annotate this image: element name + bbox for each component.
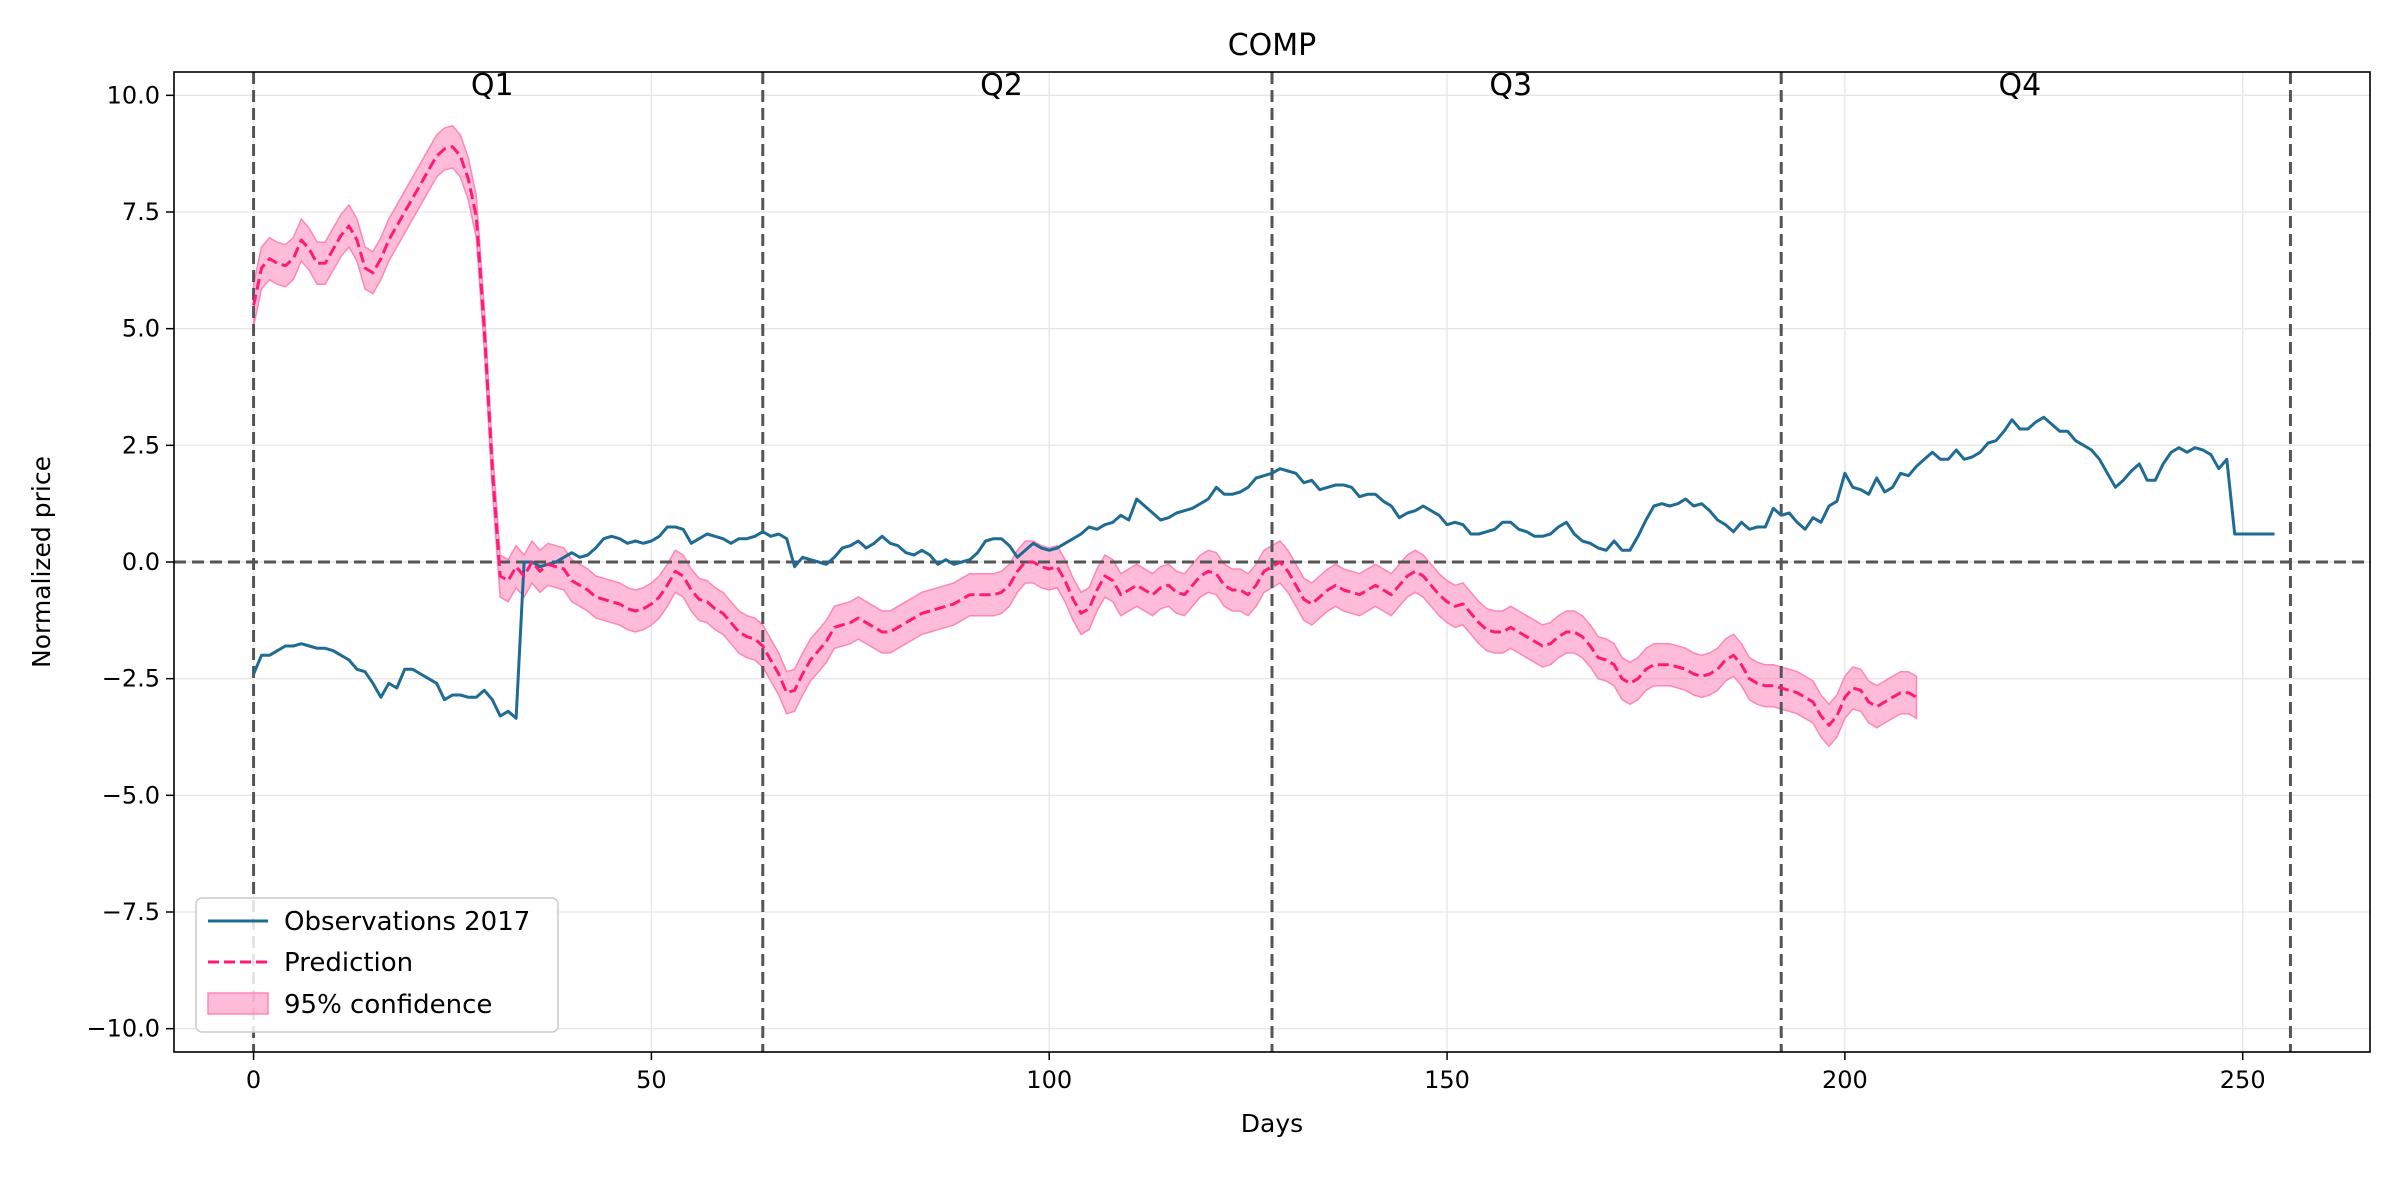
y-tick-label: 5.0	[122, 315, 160, 343]
x-tick-label: 250	[2220, 1066, 2266, 1094]
series-layer	[252, 145, 2275, 727]
legend-label-observations: Observations 2017	[284, 907, 530, 937]
y-tick-label: 2.5	[122, 431, 160, 459]
legend-label-prediction: Prediction	[284, 948, 413, 978]
y-tick-label: 7.5	[122, 198, 160, 226]
quarter-label-layer: Q1 Q2 Q3 Q4	[471, 68, 2041, 103]
y-tick-label: −5.0	[102, 781, 160, 809]
y-tick-label: −7.5	[102, 898, 160, 926]
legend: Observations 2017 Prediction 95% confide…	[195, 897, 559, 1033]
y-axis-label: Normalized price	[27, 456, 56, 668]
x-tick-label: 200	[1822, 1066, 1868, 1094]
x-tick-label: 150	[1424, 1066, 1470, 1094]
chart-title: COMP	[1228, 28, 1317, 63]
x-tick-label: 50	[636, 1066, 667, 1094]
confidence-band	[252, 124, 1918, 748]
quarter-label: Q2	[980, 68, 1023, 103]
band-layer	[252, 124, 1918, 748]
y-tick-label: 0.0	[122, 548, 160, 576]
x-tick-label: 0	[246, 1066, 261, 1094]
y-tick-label: −2.5	[102, 665, 160, 693]
prediction-line	[252, 145, 1918, 727]
observations-line	[252, 415, 2275, 720]
legend-label-confidence: 95% confidence	[284, 990, 492, 1020]
x-tick-label: 100	[1026, 1066, 1072, 1094]
legend-swatch-confidence	[207, 992, 269, 1015]
y-tick-label: 10.0	[107, 81, 160, 109]
guide-layer	[174, 72, 2370, 1052]
x-axis-label: Days	[1241, 1109, 1303, 1138]
axes-layer: 0 50 100 150 200 250 10.0 7.5 5.0 2.5 0.0 −2.5 −5.0 −…	[86, 71, 2371, 1094]
quarter-label: Q4	[1999, 68, 2042, 103]
y-tick-label: −10.0	[86, 1015, 160, 1043]
legend-box	[195, 897, 559, 1033]
quarter-label: Q3	[1489, 68, 1532, 103]
quarter-label: Q1	[471, 68, 514, 103]
